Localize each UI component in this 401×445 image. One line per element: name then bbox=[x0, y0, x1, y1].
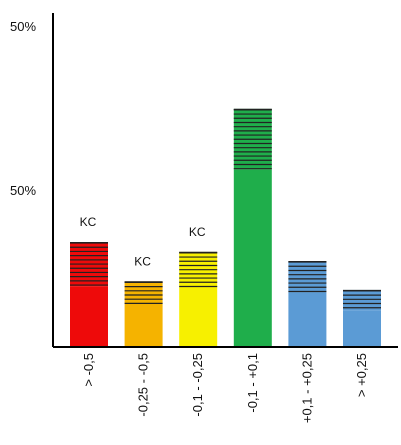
x-tick-label: -0,1 - -0,25 bbox=[190, 353, 205, 417]
bars bbox=[70, 108, 381, 347]
bar-group bbox=[233, 108, 272, 347]
x-tick-label: -0,25 - -0,5 bbox=[136, 353, 151, 417]
bar-solid-segment bbox=[179, 286, 218, 347]
bar-solid-segment bbox=[288, 292, 327, 347]
bar-group bbox=[179, 251, 218, 347]
x-tick-label: +0,1 - +0,25 bbox=[299, 353, 314, 423]
y-ticks: 50% 50% bbox=[10, 19, 36, 198]
x-tick-label: > +0,25 bbox=[354, 353, 369, 397]
bar-group bbox=[343, 289, 381, 347]
bar-striped-segment bbox=[124, 281, 163, 304]
bar-annotation: KC bbox=[189, 225, 206, 239]
x-tick-labels: > -0,5 -0,25 - -0,5 -0,1 - -0,25 -0,1 - +0,… bbox=[81, 353, 369, 423]
x-tick-label: -0,1 - +0,1 bbox=[245, 353, 260, 413]
y-tick-label: 50% bbox=[10, 19, 36, 34]
bar-group bbox=[124, 281, 163, 347]
x-tick-label: > -0,5 bbox=[81, 353, 96, 387]
bar-annotations: KC KC KC bbox=[80, 215, 206, 268]
bar-solid-segment bbox=[70, 286, 108, 347]
bar-solid-segment bbox=[233, 169, 272, 347]
bar-group bbox=[70, 241, 108, 347]
bar-solid-segment bbox=[343, 310, 381, 347]
bar-solid-segment bbox=[124, 303, 163, 347]
bar-annotation: KC bbox=[80, 215, 97, 229]
bar-annotation: KC bbox=[134, 254, 151, 268]
y-tick-label: 50% bbox=[10, 183, 36, 198]
bar-group bbox=[288, 260, 327, 347]
